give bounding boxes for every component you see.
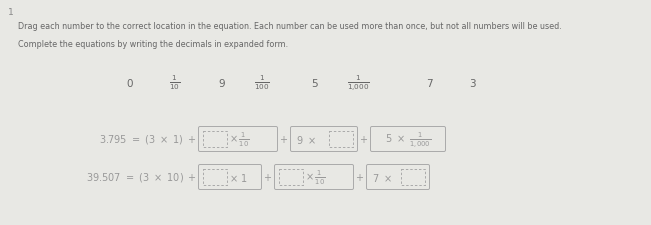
Text: $\frac{1}{100}$: $\frac{1}{100}$ [254, 73, 270, 92]
Text: Drag each number to the correct location in the equation. Each number can be use: Drag each number to the correct location… [18, 22, 562, 31]
Text: $3.795\ =\ (3\ \times\ 1)\ +$: $3.795\ =\ (3\ \times\ 1)\ +$ [99, 133, 197, 146]
FancyBboxPatch shape [329, 131, 353, 147]
FancyBboxPatch shape [401, 169, 425, 185]
Text: $\times\,\frac{1}{10}$: $\times\,\frac{1}{10}$ [305, 168, 326, 186]
Text: $\frac{1}{10}$: $\frac{1}{10}$ [169, 73, 180, 92]
FancyBboxPatch shape [367, 165, 430, 190]
Text: Complete the equations by writing the decimals in expanded form.: Complete the equations by writing the de… [18, 40, 288, 49]
Text: $39.507\ =\ (3\ \times\ 10)\ +$: $39.507\ =\ (3\ \times\ 10)\ +$ [86, 171, 197, 184]
Text: $7$: $7$ [426, 77, 434, 89]
Text: $5$: $5$ [311, 77, 319, 89]
FancyBboxPatch shape [199, 127, 277, 152]
Text: $3$: $3$ [469, 77, 477, 89]
Text: $\frac{1}{1{,}000}$: $\frac{1}{1{,}000}$ [346, 73, 369, 92]
FancyBboxPatch shape [199, 165, 262, 190]
FancyBboxPatch shape [203, 131, 227, 147]
FancyBboxPatch shape [203, 169, 227, 185]
Text: $7\ \times$: $7\ \times$ [372, 171, 392, 183]
Text: $9\ \times$: $9\ \times$ [296, 133, 316, 145]
Text: $5\ \times\ \frac{1}{1{,}000}$: $5\ \times\ \frac{1}{1{,}000}$ [385, 130, 431, 149]
FancyBboxPatch shape [290, 127, 357, 152]
Text: $0$: $0$ [126, 77, 134, 89]
Text: $\times\ 1$: $\times\ 1$ [229, 171, 247, 183]
Text: 1: 1 [8, 8, 14, 17]
FancyBboxPatch shape [370, 127, 445, 152]
Text: $+$: $+$ [264, 172, 273, 183]
Text: $\times\,\frac{1}{10}$: $\times\,\frac{1}{10}$ [229, 130, 249, 148]
Text: $+$: $+$ [279, 134, 288, 145]
Text: $9$: $9$ [218, 77, 226, 89]
FancyBboxPatch shape [279, 169, 303, 185]
FancyBboxPatch shape [275, 165, 353, 190]
Text: $+$: $+$ [355, 172, 365, 183]
Text: $+$: $+$ [359, 134, 368, 145]
